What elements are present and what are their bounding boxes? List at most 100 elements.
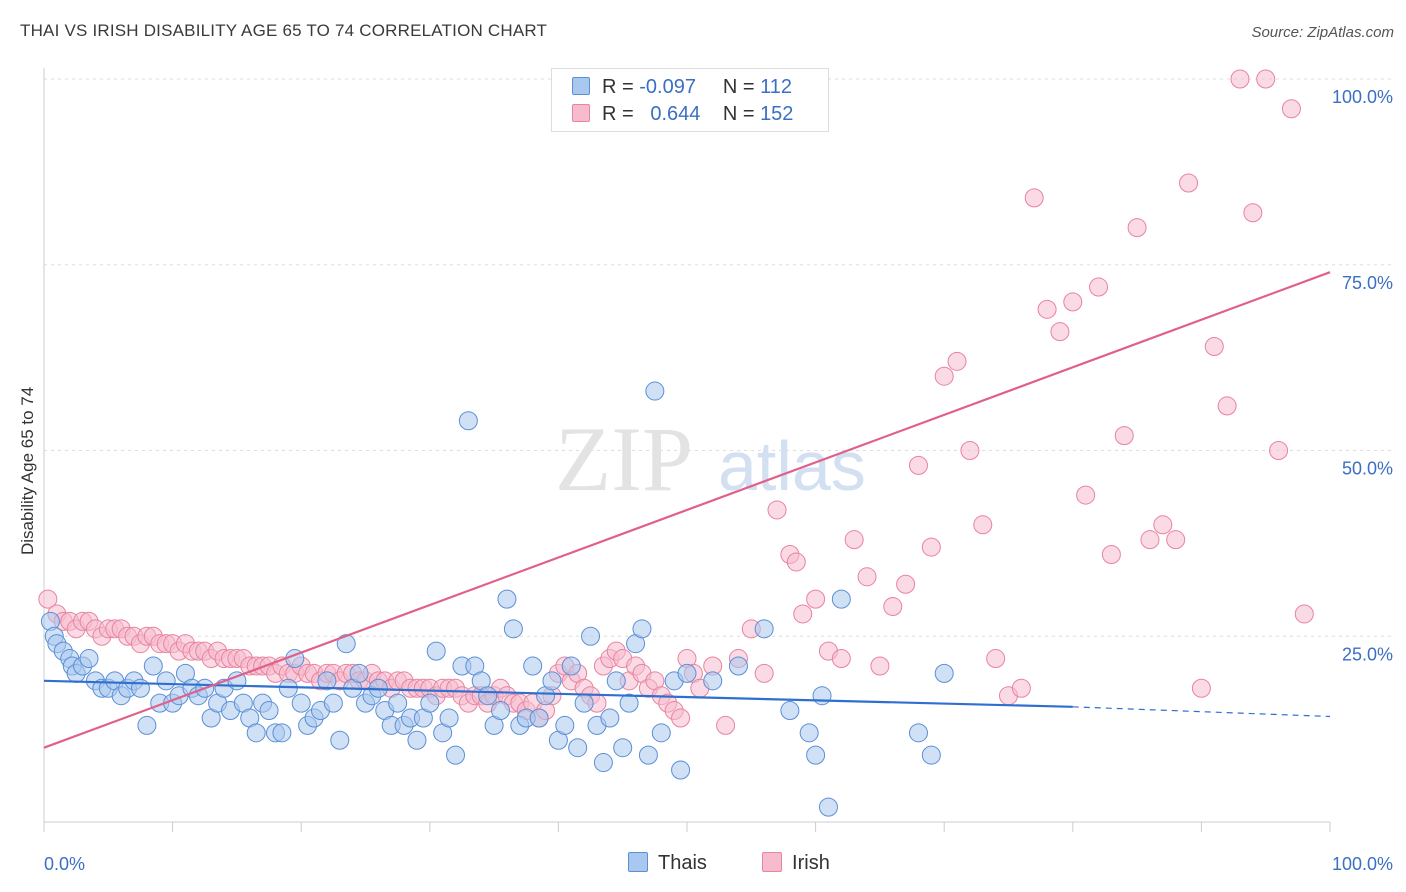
bottom-legend: Thais Irish	[628, 852, 830, 875]
thais-point	[478, 686, 498, 706]
thais-point	[336, 634, 356, 654]
axes	[43, 68, 1331, 832]
y-tick-label: 75.0%	[1342, 273, 1393, 293]
thais-point	[677, 663, 697, 683]
thais-point	[272, 723, 292, 743]
irish-point	[1217, 396, 1237, 416]
thais-point	[426, 641, 446, 661]
thais-point	[568, 738, 588, 758]
irish-point	[986, 649, 1006, 669]
thais-point	[503, 619, 523, 639]
thais-point	[542, 671, 562, 691]
source-label: Source: ZipAtlas.com	[1251, 24, 1394, 41]
irish-point	[806, 589, 826, 609]
thais-point	[645, 381, 665, 401]
irish-point	[1050, 322, 1070, 342]
legend-thais-n-value: 112	[760, 76, 792, 98]
thais-point	[523, 656, 543, 676]
thais-point	[613, 738, 633, 758]
thais-point	[349, 663, 369, 683]
irish-point	[671, 708, 691, 728]
thais-point	[638, 745, 658, 765]
thais-point	[908, 723, 928, 743]
thais-point	[561, 656, 581, 676]
thais-point	[143, 656, 163, 676]
y-tick-label: 100.0%	[1332, 87, 1393, 107]
legend-r-label: R =	[602, 76, 634, 98]
thais-point	[388, 693, 408, 713]
thais-point	[780, 701, 800, 721]
y-tick-label: 25.0%	[1342, 644, 1393, 664]
watermark-atlas: atlas	[718, 427, 866, 505]
irish-point	[716, 715, 736, 735]
tick-labels: 25.0% 50.0% 75.0% 100.0% 0.0% 100.0%	[44, 87, 1393, 874]
irish-point	[1179, 173, 1199, 193]
thais-point	[651, 723, 671, 743]
thais-point	[806, 745, 826, 765]
thais-point	[754, 619, 774, 639]
chart-title: THAI VS IRISH DISABILITY AGE 65 TO 74 CO…	[20, 21, 548, 40]
bottom-legend-irish: Irish	[792, 852, 830, 874]
legend-n-label: N =	[722, 76, 755, 98]
irish-point	[767, 500, 787, 520]
trend-lines	[43, 271, 1331, 749]
thais-point	[632, 619, 652, 639]
x-tick-label-max: 100.0%	[1332, 854, 1393, 874]
thais-point	[606, 671, 626, 691]
irish-point	[1256, 69, 1276, 89]
irish-point	[934, 366, 954, 386]
legend-irish-r-value: 0.644	[650, 103, 701, 125]
x-tick-label-min: 0.0%	[44, 854, 85, 874]
y-tick-label: 50.0%	[1342, 459, 1393, 479]
thais-point	[407, 730, 427, 750]
thais-point	[934, 663, 954, 683]
irish-point	[1076, 485, 1096, 505]
irish-point	[1269, 441, 1289, 460]
legend-irish-n-value: 152	[760, 103, 794, 125]
irish-point	[908, 455, 928, 475]
thais-point	[581, 626, 601, 646]
thais-point	[246, 723, 266, 743]
irish-points	[38, 69, 1314, 735]
thais-point	[79, 649, 99, 669]
thais-point	[439, 708, 459, 728]
irish-point	[831, 649, 851, 669]
thais-point	[671, 760, 691, 780]
irish-point	[921, 537, 941, 557]
thais-point	[921, 745, 941, 765]
irish-point	[870, 656, 890, 676]
irish-point	[754, 663, 774, 683]
thais-point	[497, 589, 517, 609]
legend-thais-r-value: -0.097	[639, 76, 696, 98]
irish-point	[1037, 299, 1057, 319]
thais-point	[259, 701, 279, 721]
thais-point	[593, 753, 613, 773]
irish-point	[1204, 336, 1224, 356]
thais-swatch	[628, 852, 648, 872]
irish-point	[1127, 218, 1147, 238]
irish-point	[793, 604, 813, 624]
thais-point	[420, 693, 440, 713]
thais-point	[574, 693, 594, 713]
irish-point	[1153, 515, 1173, 535]
legend-row-irish: R = 0.644 N = 152	[572, 103, 793, 126]
thais-point	[446, 745, 466, 765]
thais-point	[156, 671, 176, 691]
thais-trend-extension	[1072, 706, 1331, 718]
thais-point	[323, 693, 343, 713]
irish-point	[38, 589, 58, 609]
irish-point	[973, 515, 993, 535]
legend-r-label: R =	[602, 103, 634, 125]
thais-point	[317, 671, 337, 691]
thais-point	[330, 730, 350, 750]
irish-point	[1140, 530, 1160, 550]
irish-trend-line	[43, 271, 1331, 749]
irish-point	[1063, 292, 1083, 312]
irish-point	[947, 351, 967, 371]
irish-point	[1294, 604, 1314, 624]
irish-point	[1230, 69, 1250, 89]
watermark: ZIP atlas	[555, 408, 866, 510]
irish-point	[1243, 203, 1263, 223]
thais-point	[818, 797, 838, 817]
